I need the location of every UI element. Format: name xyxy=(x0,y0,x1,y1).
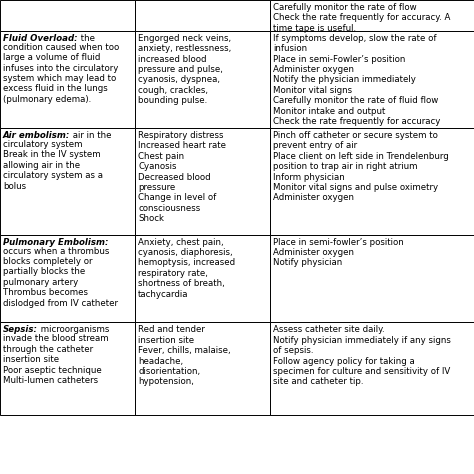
Text: Respiratory distress
Increased heart rate
Chest pain
Cyanosis
Decreased blood
pr: Respiratory distress Increased heart rat… xyxy=(138,131,226,223)
Bar xyxy=(270,128,474,235)
Bar xyxy=(270,235,474,322)
Text: Place in semi-fowler’s position
Administer oxygen
Notify physician: Place in semi-fowler’s position Administ… xyxy=(273,237,404,267)
Bar xyxy=(0,235,135,322)
Text: condition caused when too
large a volume of fluid
infuses into the circulatory
s: condition caused when too large a volume… xyxy=(3,43,119,104)
Text: microorganisms: microorganisms xyxy=(38,325,109,334)
Bar xyxy=(135,0,270,31)
Text: Pinch off catheter or secure system to
prevent entry of air
Place client on left: Pinch off catheter or secure system to p… xyxy=(273,131,449,202)
Bar xyxy=(135,128,270,235)
Bar xyxy=(135,235,270,322)
Text: Assess catheter site daily.
Notify physician immediately if any signs
of sepsis.: Assess catheter site daily. Notify physi… xyxy=(273,325,451,386)
Text: Air embolism:: Air embolism: xyxy=(3,131,70,140)
Text: Sepsis:: Sepsis: xyxy=(3,325,38,334)
Bar xyxy=(270,322,474,415)
Text: Fluid Overload:: Fluid Overload: xyxy=(3,34,78,43)
Text: Red and tender
insertion site
Fever, chills, malaise,
headache,
disorientation,
: Red and tender insertion site Fever, chi… xyxy=(138,325,231,386)
Bar xyxy=(270,0,474,31)
Text: occurs when a thrombus
blocks completely or
partially blocks the
pulmonary arter: occurs when a thrombus blocks completely… xyxy=(3,246,118,308)
Bar xyxy=(135,322,270,415)
Bar xyxy=(270,31,474,128)
Text: Pulmonary Embolism:: Pulmonary Embolism: xyxy=(3,237,109,246)
Bar xyxy=(0,322,135,415)
Bar xyxy=(0,0,135,31)
Text: invade the blood stream
through the catheter
insertion site
Poor aseptic techniq: invade the blood stream through the cath… xyxy=(3,334,109,385)
Text: circulatory system
Break in the IV system
allowing air in the
circulatory system: circulatory system Break in the IV syste… xyxy=(3,140,103,191)
Bar xyxy=(135,31,270,128)
Text: the: the xyxy=(78,34,95,43)
Text: If symptoms develop, slow the rate of
infusion
Place in semi-Fowler’s position
A: If symptoms develop, slow the rate of in… xyxy=(273,34,440,126)
Bar xyxy=(0,128,135,235)
Text: Carefully monitor the rate of flow
Check the rate frequently for accuracy. A
tim: Carefully monitor the rate of flow Check… xyxy=(273,3,451,33)
Text: Anxiety, chest pain,
cyanosis, diaphoresis,
hemoptysis, increased
respiratory ra: Anxiety, chest pain, cyanosis, diaphores… xyxy=(138,237,235,299)
Text: Engorged neck veins,
anxiety, restlessness,
increased blood
pressure and pulse,
: Engorged neck veins, anxiety, restlessne… xyxy=(138,34,231,105)
Text: air in the: air in the xyxy=(70,131,112,140)
Bar xyxy=(0,31,135,128)
